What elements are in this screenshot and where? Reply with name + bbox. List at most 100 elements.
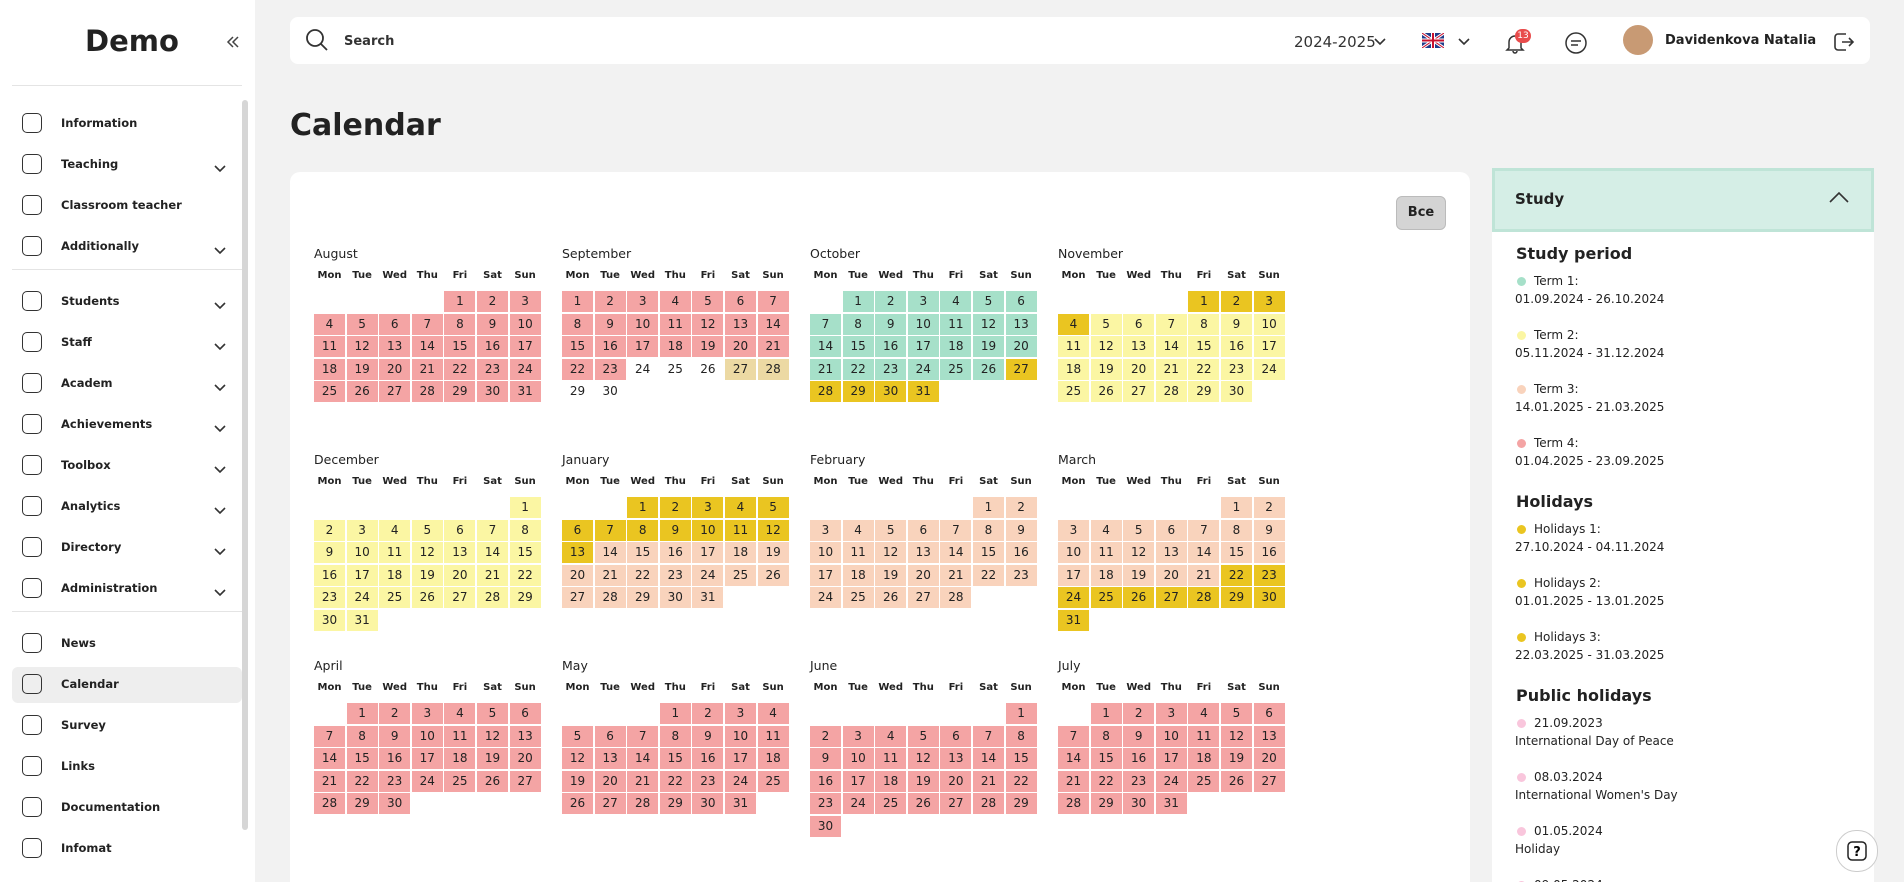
day-cell[interactable]: 19: [907, 770, 939, 792]
day-cell[interactable]: 17: [1155, 748, 1187, 770]
day-cell[interactable]: 21: [1188, 564, 1220, 586]
day-cell[interactable]: 8: [509, 519, 541, 541]
day-cell[interactable]: 17: [1058, 564, 1089, 586]
day-cell[interactable]: 15: [659, 748, 691, 770]
day-cell[interactable]: 26: [757, 564, 789, 586]
day-cell[interactable]: 2: [875, 291, 907, 312]
day-cell[interactable]: 8: [346, 725, 378, 747]
day-cell[interactable]: 28: [810, 381, 841, 403]
day-cell[interactable]: 13: [379, 336, 411, 358]
day-cell[interactable]: 28: [594, 587, 626, 609]
day-cell[interactable]: 5: [1221, 703, 1252, 724]
day-cell[interactable]: 23: [692, 770, 724, 792]
nav-item[interactable]: Staff: [61, 335, 92, 349]
day-cell[interactable]: 16: [1221, 336, 1252, 358]
day-cell[interactable]: 19: [1221, 748, 1252, 770]
day-cell[interactable]: 14: [810, 336, 841, 358]
day-cell[interactable]: 26: [907, 793, 939, 815]
day-cell[interactable]: 19: [562, 770, 593, 792]
day-cell[interactable]: 10: [725, 725, 756, 747]
day-cell[interactable]: 19: [692, 336, 724, 358]
nav-item[interactable]: News: [61, 636, 96, 650]
day-cell[interactable]: 1: [1188, 291, 1220, 312]
nav-item[interactable]: Administration: [61, 581, 158, 595]
day-cell[interactable]: 22: [973, 564, 1004, 586]
day-cell[interactable]: 8: [1005, 725, 1037, 747]
day-cell[interactable]: 27: [1123, 381, 1155, 403]
day-cell[interactable]: 29: [1090, 793, 1122, 815]
day-cell[interactable]: 27: [1253, 770, 1285, 792]
day-cell[interactable]: 21: [940, 564, 972, 586]
day-cell[interactable]: 11: [757, 725, 789, 747]
day-cell[interactable]: 3: [346, 519, 378, 541]
day-cell[interactable]: 9: [810, 748, 841, 770]
day-cell[interactable]: 15: [346, 748, 378, 770]
panel-header[interactable]: [1492, 168, 1874, 232]
day-cell[interactable]: 29: [1188, 381, 1220, 403]
day-cell[interactable]: 28: [1058, 793, 1089, 815]
day-cell[interactable]: 1: [346, 703, 378, 724]
day-cell[interactable]: 27: [1005, 358, 1037, 380]
day-cell[interactable]: 30: [314, 610, 345, 631]
day-cell[interactable]: 25: [1188, 770, 1220, 792]
day-cell[interactable]: 21: [627, 770, 659, 792]
day-cell[interactable]: 7: [411, 313, 443, 335]
day-cell[interactable]: 9: [692, 725, 724, 747]
day-cell[interactable]: 1: [1221, 497, 1252, 518]
day-cell[interactable]: 10: [1155, 725, 1187, 747]
day-cell[interactable]: 30: [875, 381, 907, 403]
day-cell[interactable]: 21: [1058, 770, 1089, 792]
day-cell[interactable]: 2: [810, 725, 841, 747]
day-cell[interactable]: 18: [1188, 748, 1220, 770]
day-cell[interactable]: 16: [659, 542, 691, 564]
day-cell[interactable]: 17: [907, 336, 939, 358]
day-cell[interactable]: 12: [692, 313, 724, 335]
day-cell[interactable]: 31: [725, 793, 756, 815]
day-cell[interactable]: 21: [594, 564, 626, 586]
day-cell[interactable]: 10: [346, 542, 378, 564]
day-cell[interactable]: 5: [907, 725, 939, 747]
day-cell[interactable]: 6: [940, 725, 972, 747]
day-cell[interactable]: 2: [1123, 703, 1155, 724]
day-cell[interactable]: 3: [810, 519, 841, 541]
day-cell[interactable]: 3: [627, 291, 659, 312]
day-cell[interactable]: 16: [1253, 542, 1285, 564]
day-cell[interactable]: 19: [757, 542, 789, 564]
day-cell[interactable]: 17: [509, 336, 541, 358]
day-cell[interactable]: 11: [659, 313, 691, 335]
day-cell[interactable]: 3: [907, 291, 939, 312]
day-cell[interactable]: 12: [757, 519, 789, 541]
user-name[interactable]: Davidenkova Natalia: [1665, 33, 1817, 48]
day-cell[interactable]: 23: [314, 587, 345, 609]
day-cell[interactable]: 15: [973, 542, 1004, 564]
day-cell[interactable]: 30: [659, 587, 691, 609]
day-cell[interactable]: 5: [477, 703, 508, 724]
day-cell[interactable]: 26: [1090, 381, 1122, 403]
day-cell[interactable]: 30: [1253, 587, 1285, 609]
day-cell[interactable]: 7: [594, 519, 626, 541]
day-cell[interactable]: 8: [1090, 725, 1122, 747]
day-cell[interactable]: 16: [1005, 542, 1037, 564]
nav-item[interactable]: Academ: [61, 376, 113, 390]
day-cell[interactable]: 2: [1253, 497, 1285, 518]
day-cell[interactable]: 5: [346, 313, 378, 335]
nav-item[interactable]: Links: [61, 759, 95, 773]
day-cell[interactable]: 24: [509, 358, 541, 380]
day-cell[interactable]: 16: [594, 336, 626, 358]
nav-item[interactable]: Students: [61, 294, 120, 308]
day-cell[interactable]: 7: [1058, 725, 1089, 747]
day-cell[interactable]: 17: [411, 748, 443, 770]
day-cell[interactable]: 6: [1005, 291, 1037, 312]
day-cell[interactable]: 26: [346, 381, 378, 403]
day-cell[interactable]: 25: [314, 381, 345, 403]
day-cell[interactable]: 31: [1058, 610, 1089, 631]
day-cell[interactable]: 20: [594, 770, 626, 792]
day-cell[interactable]: 16: [379, 748, 411, 770]
day-cell[interactable]: 20: [907, 564, 939, 586]
day-cell[interactable]: 3: [411, 703, 443, 724]
day-cell[interactable]: 24: [346, 587, 378, 609]
day-cell[interactable]: 3: [1058, 519, 1089, 541]
day-cell[interactable]: 16: [875, 336, 907, 358]
day-cell[interactable]: 24: [1253, 358, 1285, 380]
day-cell[interactable]: 1: [1005, 703, 1037, 724]
